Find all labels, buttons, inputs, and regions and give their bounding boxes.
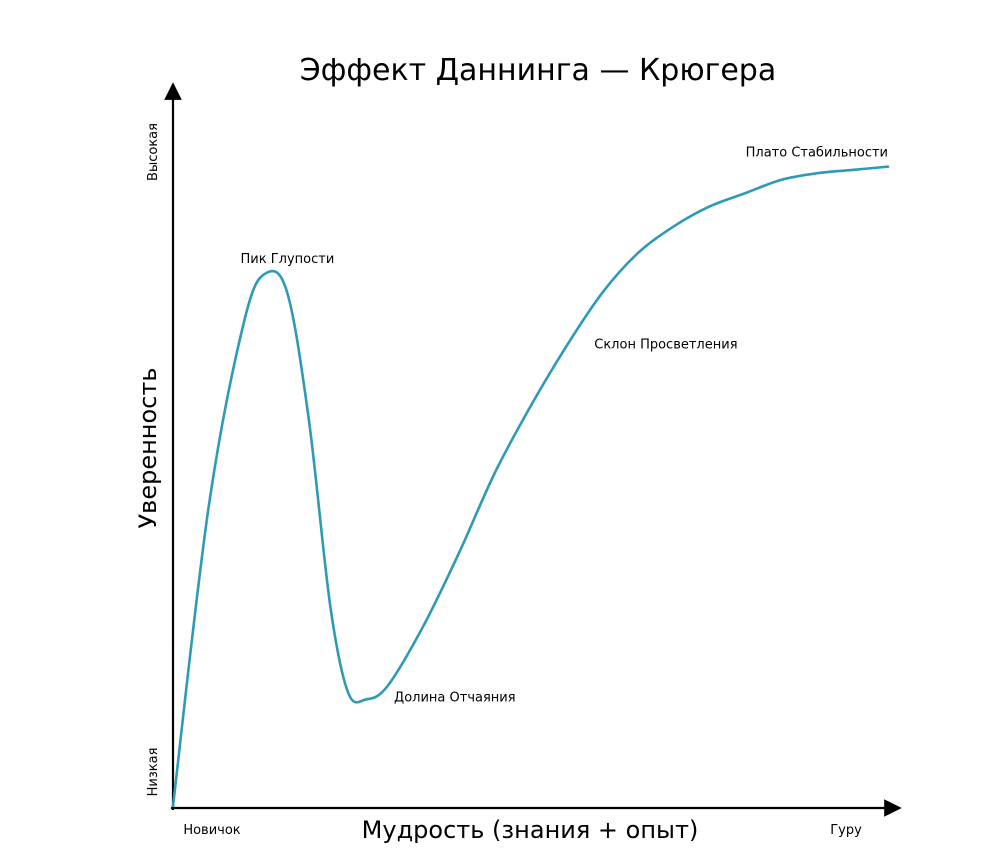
annotation-label-2: Склон Просветления	[594, 337, 737, 352]
confidence-curve	[171, 165, 890, 808]
annotations-group: Пик Глупости Долина Отчаяния Склон Просвет…	[241, 146, 888, 706]
x-axis-title: Мудрость (знания + опыт)	[362, 816, 699, 844]
y-tick-label-low: Низкая	[146, 748, 161, 797]
y-axis-title: Уверенность	[134, 368, 162, 529]
x-tick-label-start: Новичок	[183, 823, 240, 838]
annotation-label-1: Долина Отчаяния	[394, 690, 516, 705]
y-tick-label-high: Высокая	[146, 123, 161, 181]
x-tick-label-end: Гуру	[830, 823, 862, 838]
chart-title: Эффект Даннинга — Крюгера	[300, 53, 776, 88]
annotation-label-3: Плато Стабильности	[746, 146, 888, 161]
annotation-label-0: Пик Глупости	[241, 252, 335, 267]
